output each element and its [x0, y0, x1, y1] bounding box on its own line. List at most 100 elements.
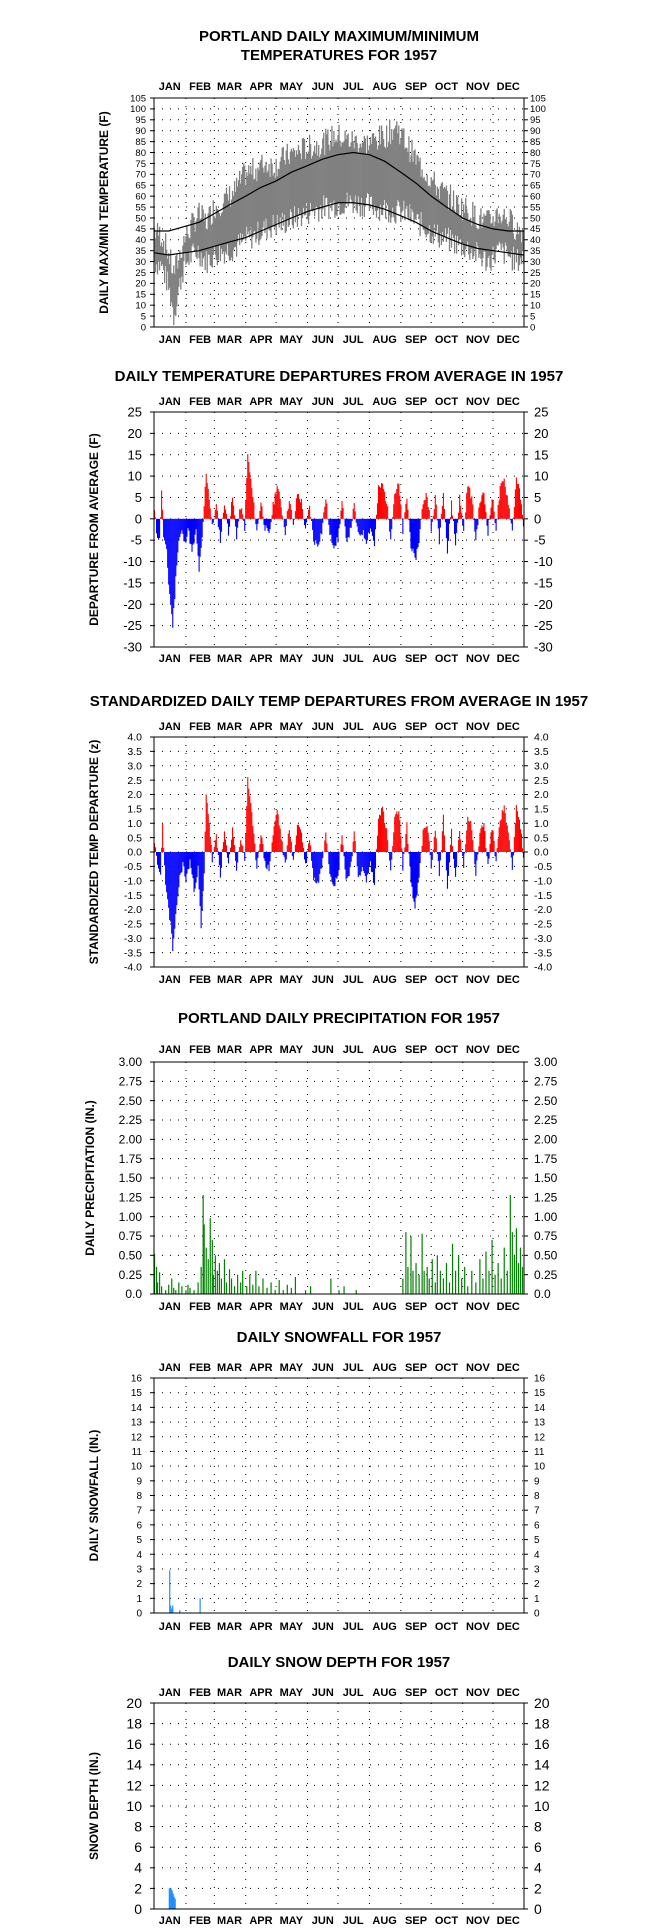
y-tick-label-left: 0: [134, 1901, 142, 1917]
y-tick-label-left: 0: [141, 322, 146, 333]
y-tick-label-left: 7: [136, 1506, 142, 1517]
month-label-bottom: NOV: [466, 1301, 491, 1313]
y-tick-label-left: 40: [135, 235, 146, 246]
month-label-bottom: OCT: [435, 974, 459, 986]
month-label-bottom: DEC: [497, 653, 520, 665]
month-label-top: FEB: [189, 81, 211, 93]
y-tick-label-right: 0: [534, 1901, 542, 1917]
month-label-top: OCT: [435, 1044, 459, 1056]
y-tick-label-left: 50: [135, 213, 146, 224]
month-label-top: DEC: [497, 1044, 520, 1056]
month-label-top: AUG: [372, 1687, 396, 1699]
y-tick-label-right: 0.50: [534, 1249, 558, 1263]
data-marks: [153, 777, 525, 952]
y-tick-label-left: 6: [134, 1839, 142, 1855]
month-label-top: DEC: [497, 81, 520, 93]
month-label-top: JUN: [312, 396, 334, 408]
month-labels: JAN JAN FEB FEB MAR MAR APR APR MAY MAY JUN JUN JUL J…: [159, 396, 520, 665]
month-label-top: OCT: [435, 396, 459, 408]
y-tick-label-left: 55: [135, 202, 146, 213]
month-label-top: APR: [249, 1687, 272, 1699]
month-label-top: MAY: [280, 396, 304, 408]
month-label-bottom: JAN: [159, 1915, 181, 1927]
y-tick-label-left: 16: [131, 1374, 143, 1385]
month-label-top: SEP: [405, 396, 427, 408]
month-labels: JAN JAN FEB FEB MAR MAR APR APR MAY MAY JUN JUN JUL J…: [159, 1687, 520, 1927]
month-label-top: NOV: [466, 1687, 491, 1699]
month-label-bottom: JAN: [159, 334, 181, 346]
y-tick-label-left: 10: [135, 301, 146, 312]
month-label-bottom: AUG: [372, 1301, 396, 1313]
y-tick-label-right: -1.5: [534, 890, 552, 902]
month-label-bottom: JUL: [343, 1621, 364, 1633]
month-label-top: SEP: [405, 1687, 427, 1699]
y-tick-label-left: 5: [141, 311, 146, 322]
y-axis-label: DEPARTURE FROM AVERAGE (F): [87, 433, 101, 625]
y-tick-label-left: 1.75: [119, 1152, 143, 1166]
y-tick-label-left: 1.25: [119, 1191, 143, 1205]
month-label-top: NOV: [466, 1362, 491, 1374]
y-tick-label-right: -20: [534, 597, 553, 612]
y-tick-label-left: -2.5: [124, 919, 142, 931]
data-marks: [153, 454, 525, 628]
y-tick-label-right: 0: [534, 511, 541, 526]
month-label-top: SEP: [405, 721, 427, 733]
month-label-bottom: NOV: [466, 653, 491, 665]
y-tick-label-left: 10: [128, 469, 142, 484]
month-label-bottom: APR: [249, 653, 272, 665]
y-tick-label-left: 18: [126, 1716, 142, 1732]
y-tick-label-left: 8: [136, 1491, 142, 1502]
y-tick-label-left: -3.0: [124, 933, 142, 945]
month-label-top: NOV: [466, 721, 491, 733]
y-tick-label-right: 65: [530, 181, 541, 192]
y-tick-label-left: 5: [136, 1535, 142, 1546]
month-label-bottom: NOV: [466, 974, 491, 986]
month-label-top: FEB: [189, 1687, 211, 1699]
month-label-bottom: AUG: [372, 1915, 396, 1927]
y-tick-label-left: 12: [131, 1432, 143, 1443]
y-tick-label-right: 9: [534, 1476, 540, 1487]
y-tick-label-left: 30: [135, 257, 146, 268]
y-tick-label-left: -30: [123, 640, 142, 655]
y-tick-label-right: 3.00: [534, 1055, 558, 1069]
month-label-bottom: FEB: [189, 1621, 211, 1633]
y-tick-label-right: 12: [534, 1777, 550, 1793]
month-label-bottom: MAR: [217, 653, 242, 665]
month-label-bottom: MAY: [280, 1301, 304, 1313]
chart-title: DAILY SNOWFALL FOR 1957: [237, 1329, 442, 1346]
month-label-top: AUG: [372, 721, 396, 733]
y-tick-label-right: 1.50: [534, 1171, 558, 1185]
month-label-bottom: JAN: [159, 1621, 181, 1633]
y-tick-label-left: -1.0: [124, 875, 142, 887]
month-label-top: APR: [249, 1044, 272, 1056]
y-tick-label-left: 4: [134, 1860, 142, 1876]
month-label-bottom: DEC: [497, 334, 520, 346]
y-axis: -30 -30 -25 -25 -20 -20 -15 -15 -10 -10 -5 -5 0 0 5 5 10…: [123, 405, 553, 655]
y-tick-label-right: 85: [530, 137, 541, 148]
month-label-bottom: JUN: [312, 974, 334, 986]
y-tick-label-right: 1.5: [534, 804, 549, 816]
y-tick-label-right: 7: [534, 1506, 540, 1517]
month-label-top: APR: [249, 1362, 272, 1374]
month-label-top: DEC: [497, 721, 520, 733]
month-label-bottom: AUG: [372, 1621, 396, 1633]
y-tick-label-right: 75: [530, 159, 541, 170]
y-tick-label-left: 90: [135, 126, 146, 137]
y-tick-label-right: 3.0: [534, 760, 549, 772]
month-label-bottom: DEC: [497, 1301, 520, 1313]
month-label-bottom: APR: [249, 1915, 272, 1927]
y-tick-label-right: 0: [530, 322, 535, 333]
month-label-bottom: FEB: [189, 1301, 211, 1313]
y-tick-label-right: -3.0: [534, 933, 552, 945]
month-label-bottom: FEB: [189, 1915, 211, 1927]
data-marks: [153, 119, 525, 326]
month-label-bottom: SEP: [405, 974, 427, 986]
month-label-bottom: JUL: [343, 334, 364, 346]
y-tick-label-left: 0.75: [119, 1229, 143, 1243]
y-tick-label-left: 80: [135, 148, 146, 159]
y-tick-label-right: 0: [534, 1609, 540, 1620]
y-tick-label-right: 6: [534, 1520, 540, 1531]
month-label-bottom: SEP: [405, 1621, 427, 1633]
y-tick-label-right: 80: [530, 148, 541, 159]
